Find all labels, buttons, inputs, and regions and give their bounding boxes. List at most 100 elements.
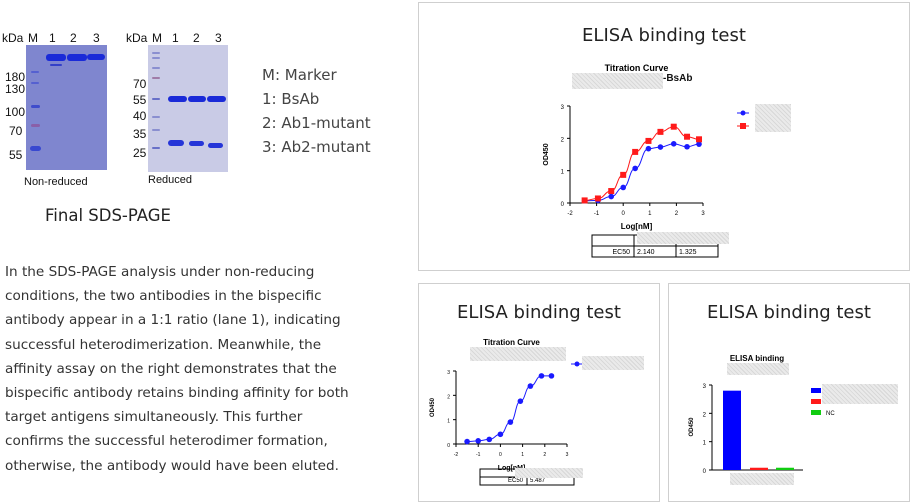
x-tick-label: -2 xyxy=(567,211,573,217)
x-tick-label: 2 xyxy=(543,452,546,458)
gel-caption: Reduced xyxy=(148,174,193,186)
gel-image xyxy=(148,45,228,172)
description-text: In the SDS-PAGE analysis under non-reduc… xyxy=(5,264,349,474)
lane-label: 3 xyxy=(215,31,222,45)
redacted-legend xyxy=(822,384,898,404)
chart-subtitle-suffix: -BsAb xyxy=(663,73,693,84)
x-tick-label: -2 xyxy=(454,452,459,458)
redacted-label xyxy=(470,347,566,361)
y-tick-label: 3 xyxy=(447,370,450,376)
y-tick-label: 0 xyxy=(447,443,450,449)
bar xyxy=(750,467,768,470)
y-tick-label: 2 xyxy=(447,394,450,400)
kda-label: kDa xyxy=(2,31,24,45)
marker-label: 70 xyxy=(133,77,147,91)
series-line xyxy=(584,126,700,201)
data-point xyxy=(620,171,627,178)
lane-label: 2 xyxy=(70,31,77,45)
redacted-table-header xyxy=(515,468,583,478)
bar xyxy=(776,467,794,470)
redacted-label xyxy=(727,363,789,375)
y-tick-label: 0 xyxy=(703,469,707,475)
legend-marker xyxy=(740,123,746,129)
x-tick-label: 0 xyxy=(499,452,502,458)
data-point xyxy=(594,195,601,202)
bar xyxy=(723,390,741,470)
marker-label: 55 xyxy=(133,93,147,107)
y-axis-label: OD450 xyxy=(689,417,695,437)
panel-title: ELISA binding test xyxy=(457,302,621,323)
y-tick-label: 2 xyxy=(561,137,565,143)
legend-marker xyxy=(574,361,580,367)
x-tick-label: -1 xyxy=(594,211,600,217)
data-point xyxy=(632,165,638,172)
data-point xyxy=(657,128,664,135)
panel-title: ELISA binding test xyxy=(707,302,871,323)
data-point xyxy=(538,373,545,379)
lane-label: 3 xyxy=(93,31,100,45)
lane-label: 1 xyxy=(49,31,56,45)
y-tick-label: 1 xyxy=(447,419,450,425)
marker-label: 40 xyxy=(133,109,147,123)
marker-label: 100 xyxy=(5,105,26,119)
x-tick-label: 3 xyxy=(566,452,569,458)
chart-title: ELISA binding xyxy=(730,354,784,363)
data-point xyxy=(581,197,588,204)
x-axis-label: Log[nM] xyxy=(621,222,653,231)
data-point xyxy=(684,133,691,140)
gel-caption: Non-reduced xyxy=(24,176,88,188)
data-point xyxy=(497,431,504,438)
table-row-label: EC50 xyxy=(612,249,630,256)
data-point xyxy=(696,136,703,143)
data-point xyxy=(632,148,639,155)
chart-title: Titration Curve xyxy=(605,63,669,73)
lane-label: 1 xyxy=(172,31,179,45)
y-tick-label: 1 xyxy=(703,441,707,447)
kda-label: kDa xyxy=(126,31,148,45)
data-point xyxy=(696,141,702,147)
legend-marker xyxy=(740,110,746,116)
data-point xyxy=(548,373,555,379)
data-point xyxy=(475,438,482,444)
data-point xyxy=(645,137,652,144)
legend-label: NC xyxy=(826,411,835,417)
legend-swatch xyxy=(811,388,821,393)
data-point xyxy=(464,438,470,445)
data-point xyxy=(608,188,615,195)
x-tick-label: 1 xyxy=(648,211,652,217)
y-tick-label: 3 xyxy=(561,105,565,111)
lane-label: 2 xyxy=(193,31,200,45)
marker-label: 55 xyxy=(9,148,23,162)
data-point xyxy=(608,193,615,200)
y-axis-label: OD450 xyxy=(543,143,550,165)
redacted-label xyxy=(572,73,663,89)
y-tick-label: 2 xyxy=(703,412,707,418)
elisa-panel-1: ELISA binding test xyxy=(418,2,910,271)
redacted-table-header xyxy=(637,232,729,244)
marker-label: 70 xyxy=(9,124,23,138)
redacted-legend xyxy=(582,356,644,370)
legend-item: 2: Ab1-mutant xyxy=(262,114,371,132)
table-row-label: EC50 xyxy=(508,478,524,484)
marker-label: 25 xyxy=(133,146,147,160)
legend-swatch xyxy=(811,410,821,415)
data-point xyxy=(670,141,677,147)
data-point xyxy=(645,145,652,152)
x-tick-label: 1 xyxy=(521,452,524,458)
marker-label: 180 xyxy=(5,70,26,84)
x-tick-label: 0 xyxy=(622,211,626,217)
data-point xyxy=(486,436,493,443)
x-tick-label: -1 xyxy=(476,452,481,458)
redacted-legend xyxy=(755,104,791,132)
data-point xyxy=(670,123,677,130)
legend-item: 1: BsAb xyxy=(262,90,320,108)
marker-label: 35 xyxy=(133,127,147,141)
lane-label: M xyxy=(152,31,162,45)
series-line xyxy=(584,143,700,202)
gel-image xyxy=(26,45,107,170)
ec50-value: 5.487 xyxy=(530,478,546,484)
ec50-value: 1.325 xyxy=(679,249,697,256)
y-tick-label: 3 xyxy=(703,384,707,390)
elisa-panel-2: ELISA binding test xyxy=(418,283,660,502)
